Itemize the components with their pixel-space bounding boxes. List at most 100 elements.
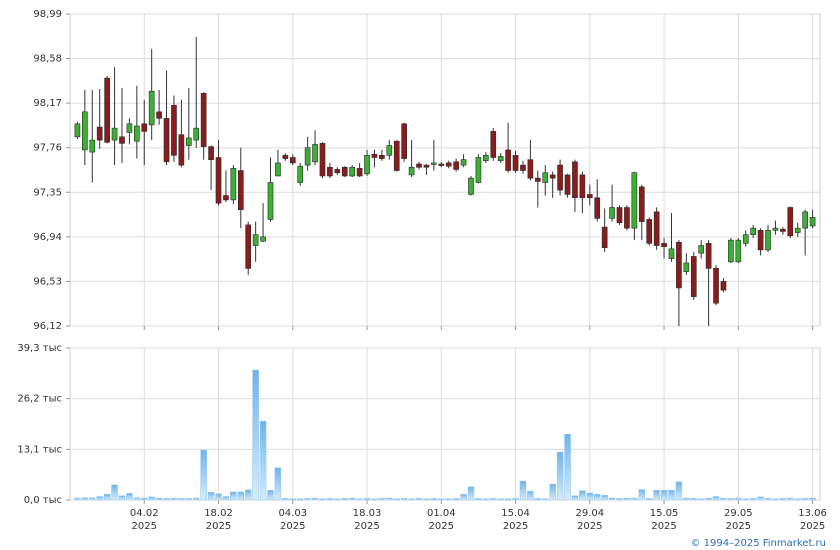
volume-bar — [170, 497, 178, 501]
candle-body — [653, 211, 660, 246]
volume-bar — [764, 498, 772, 501]
y-tick-label: 96,53 — [33, 276, 62, 287]
volume-bar — [727, 498, 735, 501]
y-tick-label: 13,1 тыс — [17, 444, 62, 455]
volume-bar — [193, 497, 200, 501]
candle-body — [690, 256, 697, 297]
y-tick-label: 96,12 — [33, 321, 62, 332]
candle-body — [720, 281, 727, 291]
candle-body — [780, 228, 786, 232]
candle-body — [141, 123, 148, 132]
volume-bar — [126, 493, 133, 501]
x-tick-label: 18.03 — [353, 508, 382, 519]
candle-body — [676, 241, 682, 289]
x-tick-label: 04.02 — [130, 508, 159, 519]
x-tick-year: 2025 — [726, 521, 751, 532]
candle-body — [304, 147, 311, 166]
candle-body — [82, 111, 88, 151]
volume-bar — [779, 498, 787, 501]
volume-bar — [638, 489, 646, 501]
volume-bar — [616, 498, 623, 501]
candle-body — [557, 164, 563, 191]
y-tick-label: 39,3 тыс — [17, 343, 62, 354]
volume-bar — [200, 449, 207, 501]
candle-body — [735, 239, 742, 263]
volume-bar — [504, 498, 512, 501]
volume-bar — [230, 491, 237, 501]
candle-body — [638, 186, 645, 222]
volume-bar — [141, 497, 148, 501]
candle-body — [742, 234, 749, 244]
volume-bar — [222, 496, 230, 501]
candle-body — [393, 140, 400, 171]
volume-bar — [742, 498, 749, 501]
candle-body — [252, 234, 259, 246]
candle-body — [119, 136, 125, 144]
candle-body — [193, 127, 200, 141]
candle-body — [586, 194, 593, 199]
candle-body — [453, 161, 459, 170]
x-tick-year: 2025 — [206, 521, 231, 532]
volume-bar — [423, 498, 430, 501]
candle-body — [104, 77, 110, 143]
volume-bar — [178, 498, 185, 501]
plot-area — [69, 13, 821, 327]
candle-body — [475, 157, 482, 183]
x-tick-year: 2025 — [354, 521, 379, 532]
candle-body — [445, 162, 452, 167]
volume-bar — [207, 492, 215, 501]
candle-body — [527, 159, 534, 179]
volume-bar — [296, 498, 304, 501]
volume-bar — [74, 497, 81, 501]
volume-bar — [311, 497, 319, 501]
candle-body — [483, 155, 489, 162]
volume-bar — [363, 498, 371, 501]
x-tick-year: 2025 — [429, 521, 454, 532]
candle-body — [512, 155, 519, 171]
candle-body — [564, 174, 571, 195]
volume-bar — [660, 490, 668, 501]
candle-body — [178, 134, 185, 166]
candle-body — [794, 227, 801, 233]
x-tick-year: 2025 — [651, 521, 676, 532]
candle-body — [520, 164, 526, 171]
x-tick-year: 2025 — [800, 521, 825, 532]
volume-bar — [668, 490, 675, 501]
y-tick-label: 98,17 — [33, 98, 62, 109]
volume-bar — [490, 498, 497, 501]
volume-bar — [438, 498, 445, 501]
candle-body — [661, 243, 667, 247]
footer-link[interactable]: © 1994–2025 Finmarket.ru — [690, 538, 826, 549]
x-tick-label: 15.04 — [501, 508, 530, 519]
volume-bar — [445, 498, 452, 501]
volume-bar — [400, 498, 408, 501]
candle-body — [416, 163, 422, 168]
y-tick-label: 97,35 — [33, 187, 62, 198]
volume-bar — [237, 491, 245, 501]
volume-bar — [653, 490, 660, 501]
volume-bar — [690, 498, 697, 501]
candle-body — [96, 126, 103, 141]
volume-bar — [601, 495, 608, 501]
x-tick-label: 15.05 — [650, 508, 679, 519]
volume-bar — [720, 497, 727, 501]
volume-bar — [274, 467, 282, 501]
candle-body — [327, 166, 333, 177]
volume-bar — [787, 497, 794, 501]
candle-body — [534, 177, 541, 182]
candle-body — [549, 174, 556, 179]
y-tick-label: 97,76 — [33, 143, 62, 154]
volume-bar — [348, 497, 356, 501]
volume-bar — [482, 498, 490, 501]
volume-bar — [460, 493, 467, 501]
candle-body — [490, 131, 497, 158]
candle-body — [646, 219, 653, 244]
candle-body — [379, 155, 385, 159]
volume-bar — [683, 497, 690, 501]
candle-body — [312, 144, 318, 163]
candle-body — [505, 149, 511, 171]
candle-body — [215, 157, 222, 204]
candle-body — [750, 227, 756, 235]
candle-body — [431, 162, 437, 165]
